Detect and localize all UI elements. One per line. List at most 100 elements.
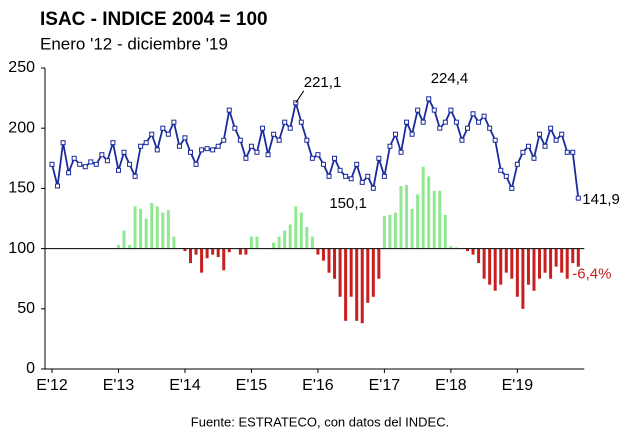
- point: [420, 119, 426, 125]
- point: [221, 137, 227, 143]
- point: [492, 137, 498, 143]
- bar: [338, 248, 342, 297]
- bar: [305, 226, 309, 249]
- point: [215, 143, 221, 149]
- point: [337, 167, 343, 173]
- point: [481, 113, 487, 119]
- point: [415, 107, 421, 113]
- point: [138, 143, 144, 149]
- bar: [299, 212, 303, 249]
- point: [88, 159, 94, 165]
- point: [348, 176, 354, 182]
- point: [459, 137, 465, 143]
- point: [548, 125, 554, 131]
- bar: [482, 248, 486, 279]
- bar: [560, 248, 564, 273]
- bar: [382, 216, 386, 249]
- point: [332, 155, 338, 161]
- bar: [255, 236, 259, 249]
- bar: [377, 248, 381, 279]
- point: [143, 140, 149, 146]
- point: [309, 155, 315, 161]
- x-tick-label: E'19: [502, 377, 534, 394]
- point: [387, 143, 393, 149]
- point: [465, 125, 470, 131]
- bar: [543, 248, 547, 273]
- point: [248, 143, 254, 149]
- point: [404, 119, 410, 125]
- point: [442, 119, 448, 125]
- bar: [443, 214, 447, 249]
- point: [237, 137, 243, 143]
- bar: [466, 248, 469, 252]
- data-label: 224,4: [431, 70, 469, 87]
- bar: [216, 248, 220, 258]
- bar: [504, 248, 508, 273]
- chart-title: ISAC - INDICE 2004 = 100: [40, 9, 268, 30]
- point: [282, 119, 288, 125]
- bar: [477, 248, 481, 264]
- bar: [371, 248, 375, 297]
- annotation: -6,4%: [572, 266, 611, 283]
- point: [254, 149, 260, 155]
- point: [49, 161, 55, 167]
- point: [188, 149, 193, 155]
- point: [265, 152, 271, 158]
- point: [315, 152, 321, 158]
- bar: [333, 248, 337, 279]
- point: [320, 161, 326, 167]
- line: [51, 96, 580, 199]
- bar: [515, 248, 519, 297]
- point: [564, 149, 570, 155]
- bar: [499, 248, 503, 285]
- point: [182, 135, 188, 141]
- bar: [211, 248, 215, 255]
- bar: [416, 194, 420, 249]
- bar: [161, 212, 165, 249]
- bar: [238, 248, 242, 255]
- point: [365, 173, 371, 179]
- y-tick-label: 150: [8, 180, 35, 197]
- point: [537, 131, 543, 137]
- y-tick-label: 250: [8, 59, 35, 76]
- point: [99, 152, 105, 158]
- point: [398, 149, 404, 155]
- bar: [532, 248, 536, 291]
- point: [287, 125, 293, 131]
- bar: [576, 248, 580, 267]
- bar: [139, 208, 143, 249]
- point: [160, 125, 166, 131]
- bar: [421, 166, 425, 249]
- y-tick-label: 200: [8, 119, 35, 136]
- bar: [327, 248, 331, 273]
- bar: [122, 230, 126, 249]
- point: [304, 137, 310, 143]
- bar: [116, 244, 120, 249]
- bar: [438, 190, 442, 249]
- bar: [554, 248, 558, 267]
- bar: [283, 230, 287, 249]
- point: [392, 131, 398, 137]
- point: [226, 107, 232, 113]
- bar: [427, 176, 431, 249]
- point: [210, 147, 216, 153]
- point: [437, 125, 443, 131]
- x-tick-label: E'17: [369, 377, 401, 394]
- point: [559, 131, 565, 137]
- bar: [316, 248, 320, 255]
- point: [55, 183, 61, 189]
- point: [127, 161, 133, 167]
- point: [470, 111, 476, 117]
- x-tick-label: E'14: [169, 377, 201, 394]
- bar: [344, 248, 348, 321]
- point: [193, 161, 199, 167]
- bar: [166, 210, 170, 249]
- point: [487, 125, 493, 131]
- point: [115, 167, 121, 173]
- x-tick-label: E'16: [302, 377, 334, 394]
- y-tick-label: 50: [17, 300, 35, 317]
- bar: [538, 248, 542, 279]
- bar: [565, 248, 569, 279]
- bar: [277, 236, 281, 249]
- point: [453, 119, 459, 125]
